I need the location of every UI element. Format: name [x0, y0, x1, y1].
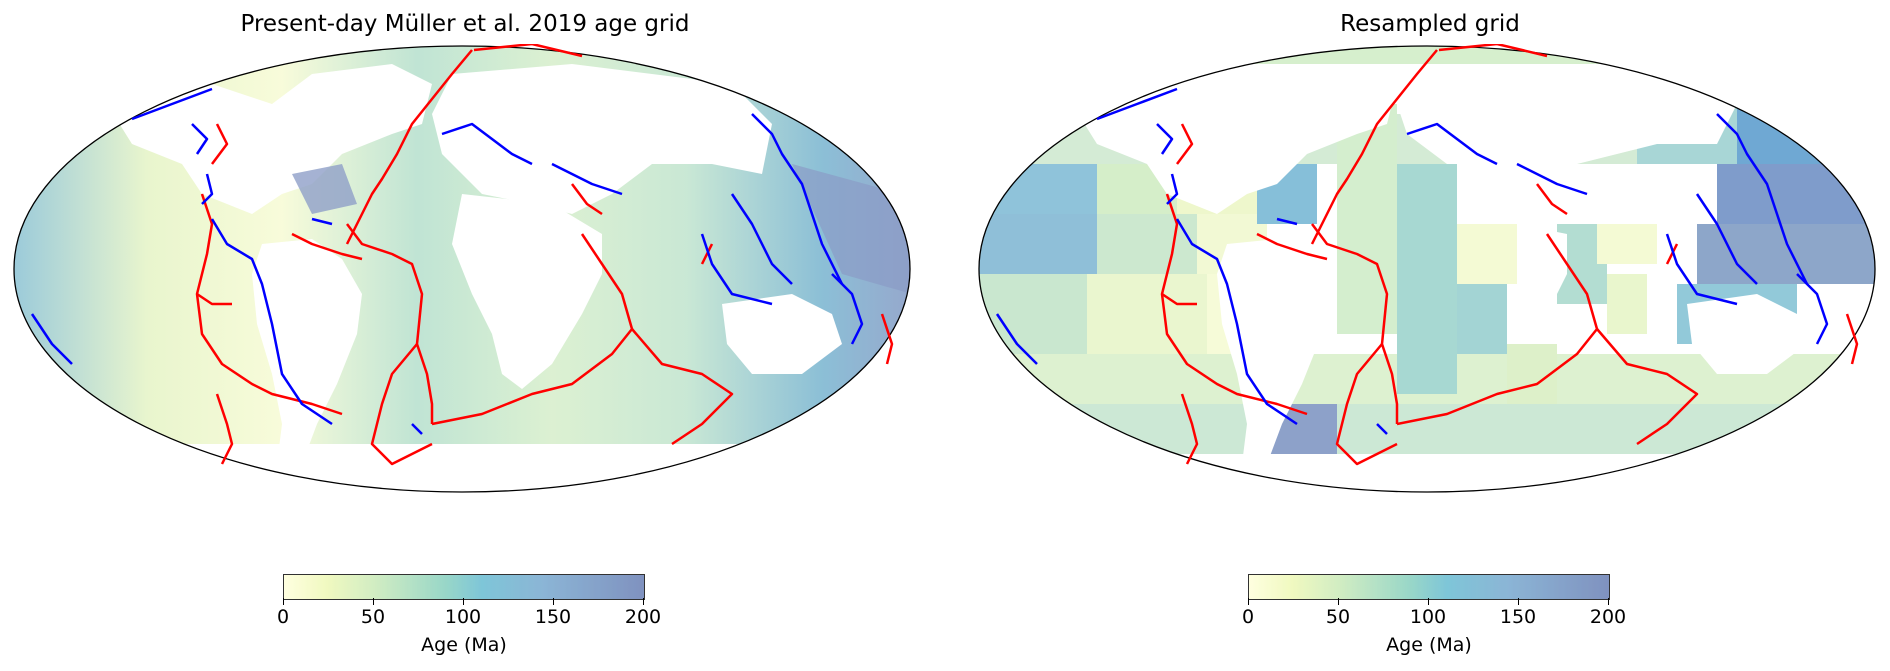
south-america-mask — [252, 239, 362, 464]
antarctica-mask — [14, 444, 910, 492]
map-boundary — [13, 45, 911, 493]
africa-mask — [452, 194, 602, 389]
panel-title: Present-day Müller et al. 2019 age grid — [240, 11, 690, 37]
colorbar — [283, 574, 645, 600]
old-crust-patch — [292, 164, 357, 214]
resampled-grid-panel: Resampled grid — [965, 0, 1890, 671]
colorbar-tick — [1338, 598, 1339, 605]
colorbar-label: Age (Ma) — [421, 634, 507, 656]
colorbar-tick — [283, 598, 284, 605]
colorbar-tick — [1428, 598, 1429, 605]
ridges-and-transforms — [195, 44, 894, 466]
mollweide-map — [13, 44, 911, 493]
colorbar-tick — [463, 598, 464, 605]
colorbar-tick-label: 200 — [1589, 606, 1627, 628]
colorbar-tick — [1608, 598, 1609, 605]
colorbar-tick-label: 50 — [360, 606, 386, 628]
australia-mask — [722, 294, 842, 374]
north-america-mask — [107, 64, 432, 214]
colorbar-tick — [1248, 598, 1249, 605]
colorbar — [1248, 574, 1610, 600]
subduction-zones — [995, 87, 1829, 435]
eurasia-mask — [432, 64, 772, 214]
colorbar-tick — [1518, 598, 1519, 605]
colorbar-tick-label: 150 — [1499, 606, 1537, 628]
colorbar-tick — [643, 598, 644, 605]
age-grid-panel: Present-day Müller et al. 2019 age grid — [13, 11, 911, 656]
colorbar-label: Age (Ma) — [1386, 634, 1472, 656]
colorbar-tick-label: 150 — [534, 606, 572, 628]
colorbar-tick — [553, 598, 554, 605]
colorbar-tick-label: 0 — [276, 606, 290, 628]
colorbar-tick-label: 0 — [1241, 606, 1255, 628]
mollweide-map — [978, 44, 1876, 493]
colorbar-tick-label: 200 — [624, 606, 662, 628]
old-crust-patch-2 — [792, 164, 910, 294]
colorbar-tick — [373, 598, 374, 605]
colorbar-tick-label: 100 — [444, 606, 482, 628]
ridges-and-transforms — [1160, 44, 1859, 466]
colorbar-tick-label: 50 — [1325, 606, 1351, 628]
panel-title: Resampled grid — [1340, 11, 1520, 37]
colorbar-tick-label: 100 — [1409, 606, 1447, 628]
subduction-zones — [30, 87, 864, 435]
map-boundary — [978, 45, 1876, 493]
